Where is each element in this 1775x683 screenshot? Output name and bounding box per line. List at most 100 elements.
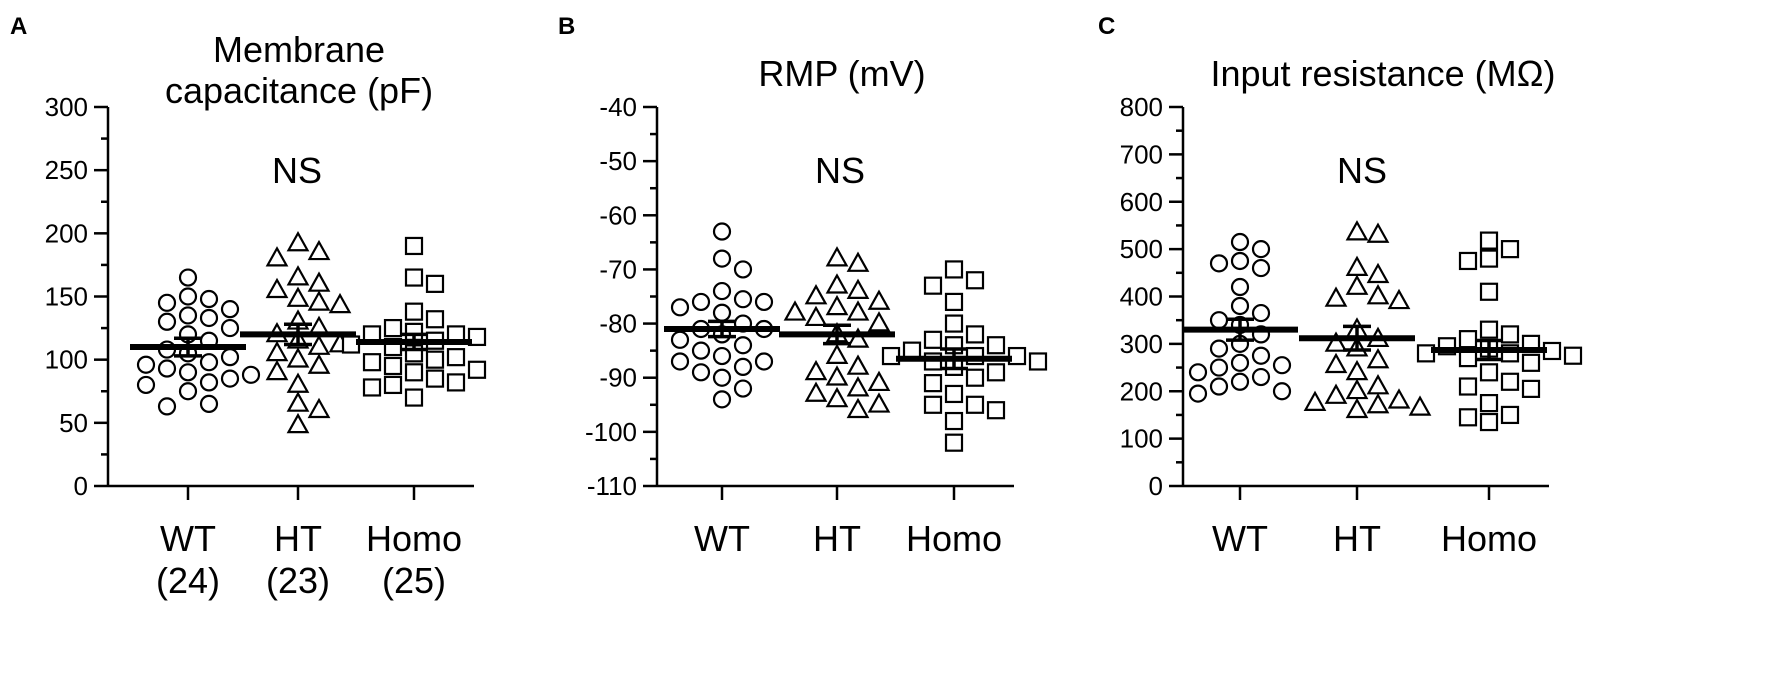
point-1-1-16	[825, 365, 849, 386]
point-2-2-4	[1479, 282, 1499, 301]
point-1-0-20	[691, 363, 711, 382]
chart-title: Membrane	[213, 29, 385, 70]
point-0-2-3	[404, 302, 424, 321]
point-2-1-4	[1345, 274, 1369, 295]
panel-b: B RMP (mV) NS -110 -100 -90 -80 -70 -60 -50 -40 WT H…	[558, 13, 1048, 559]
point-1-2-22	[986, 401, 1006, 420]
point-2-1-19	[1303, 390, 1327, 411]
y-tick-label: 700	[1120, 139, 1163, 169]
point-1-0-18	[670, 352, 690, 371]
series-homo	[341, 236, 487, 407]
point-0-1-4	[307, 271, 331, 292]
panel-letter: B	[558, 13, 575, 40]
point-0-2-16	[362, 353, 382, 372]
point-0-2-5	[383, 318, 403, 338]
point-0-0-24	[157, 397, 177, 416]
series-ht	[1299, 220, 1432, 419]
point-2-2-5	[1479, 320, 1499, 339]
point-2-0-5	[1230, 277, 1250, 297]
point-1-2-4	[944, 314, 964, 333]
point-0-0-22	[178, 382, 198, 401]
x-label-ht: HT	[274, 518, 322, 559]
point-2-1-7	[1387, 288, 1411, 310]
point-2-0-4	[1251, 258, 1271, 278]
point-2-1-16	[1345, 378, 1369, 400]
point-2-0-20	[1209, 377, 1229, 396]
point-1-1-18	[846, 376, 870, 397]
y-tick-label: 50	[59, 408, 88, 438]
significance-label: NS	[272, 150, 322, 191]
point-1-1-12	[846, 327, 870, 348]
point-2-0-7	[1251, 303, 1271, 323]
point-2-1-13	[1324, 352, 1348, 374]
series-homo	[881, 260, 1048, 452]
point-2-1-6	[1324, 286, 1348, 307]
point-1-0-4	[733, 290, 753, 309]
point-0-2-18	[467, 360, 487, 379]
point-0-1-21	[307, 397, 331, 419]
x-label-wt: WT	[1212, 518, 1268, 559]
point-2-2-2	[1479, 249, 1499, 268]
chart-title: capacitance (pF)	[165, 70, 433, 111]
point-0-2-15	[425, 350, 445, 369]
point-0-1-16	[286, 347, 310, 368]
point-2-0-17	[1188, 363, 1208, 382]
point-0-1-0	[286, 230, 310, 252]
point-0-0-17	[178, 363, 198, 382]
point-0-1-2	[265, 246, 289, 267]
point-1-2-20	[965, 395, 985, 414]
series-wt	[664, 222, 780, 409]
point-1-2-16	[986, 363, 1006, 382]
point-2-1-2	[1345, 255, 1369, 276]
point-0-2-1	[404, 268, 424, 287]
point-1-2-1	[965, 271, 985, 290]
point-0-1-15	[265, 340, 289, 362]
point-2-0-19	[1230, 372, 1250, 391]
point-0-0-15	[136, 355, 156, 374]
point-1-0-2	[733, 260, 753, 279]
x-label-ht: HT	[813, 518, 861, 559]
point-2-1-5	[1366, 284, 1390, 305]
point-2-2-1	[1500, 240, 1520, 259]
point-2-1-0	[1345, 220, 1369, 241]
point-2-2-21	[1479, 393, 1499, 413]
point-2-2-20	[1521, 379, 1541, 398]
y-tick-label: -70	[599, 254, 637, 284]
point-1-1-2	[825, 273, 849, 294]
point-2-2-16	[1521, 353, 1541, 372]
series-wt	[1182, 232, 1298, 403]
point-0-2-0	[404, 236, 424, 256]
point-0-1-17	[307, 353, 331, 374]
point-2-0-3	[1209, 254, 1229, 273]
point-1-2-19	[944, 384, 964, 404]
point-1-1-6	[825, 294, 849, 316]
point-2-0-6	[1230, 296, 1250, 316]
point-2-2-19	[1458, 377, 1478, 396]
significance-label: NS	[815, 150, 865, 191]
y-tick-label: -110	[587, 471, 637, 501]
y-tick-label: 400	[1120, 282, 1163, 312]
x-label-wt: WT	[694, 518, 750, 559]
point-2-0-18	[1251, 367, 1271, 387]
point-0-0-23	[199, 394, 219, 413]
point-1-2-2	[923, 276, 943, 295]
point-1-1-19	[804, 381, 828, 402]
point-1-2-17	[965, 368, 985, 387]
y-tick-label: 500	[1120, 234, 1163, 264]
y-tick-label: 250	[45, 155, 88, 185]
point-2-0-2	[1230, 251, 1250, 271]
y-tick-label: 800	[1120, 92, 1163, 122]
point-1-0-21	[712, 368, 732, 387]
point-2-1-3	[1366, 262, 1390, 284]
point-0-1-8	[328, 292, 352, 314]
point-1-2-24	[944, 433, 964, 452]
point-0-2-24	[404, 388, 424, 407]
point-0-2-14	[446, 348, 466, 367]
point-1-1-13	[825, 343, 849, 364]
series-ht	[240, 230, 356, 434]
point-1-0-16	[712, 346, 732, 366]
point-2-2-3	[1458, 251, 1478, 271]
point-2-2-23	[1458, 408, 1478, 427]
y-tick-label: -100	[585, 417, 637, 447]
series-homo	[1416, 231, 1583, 432]
